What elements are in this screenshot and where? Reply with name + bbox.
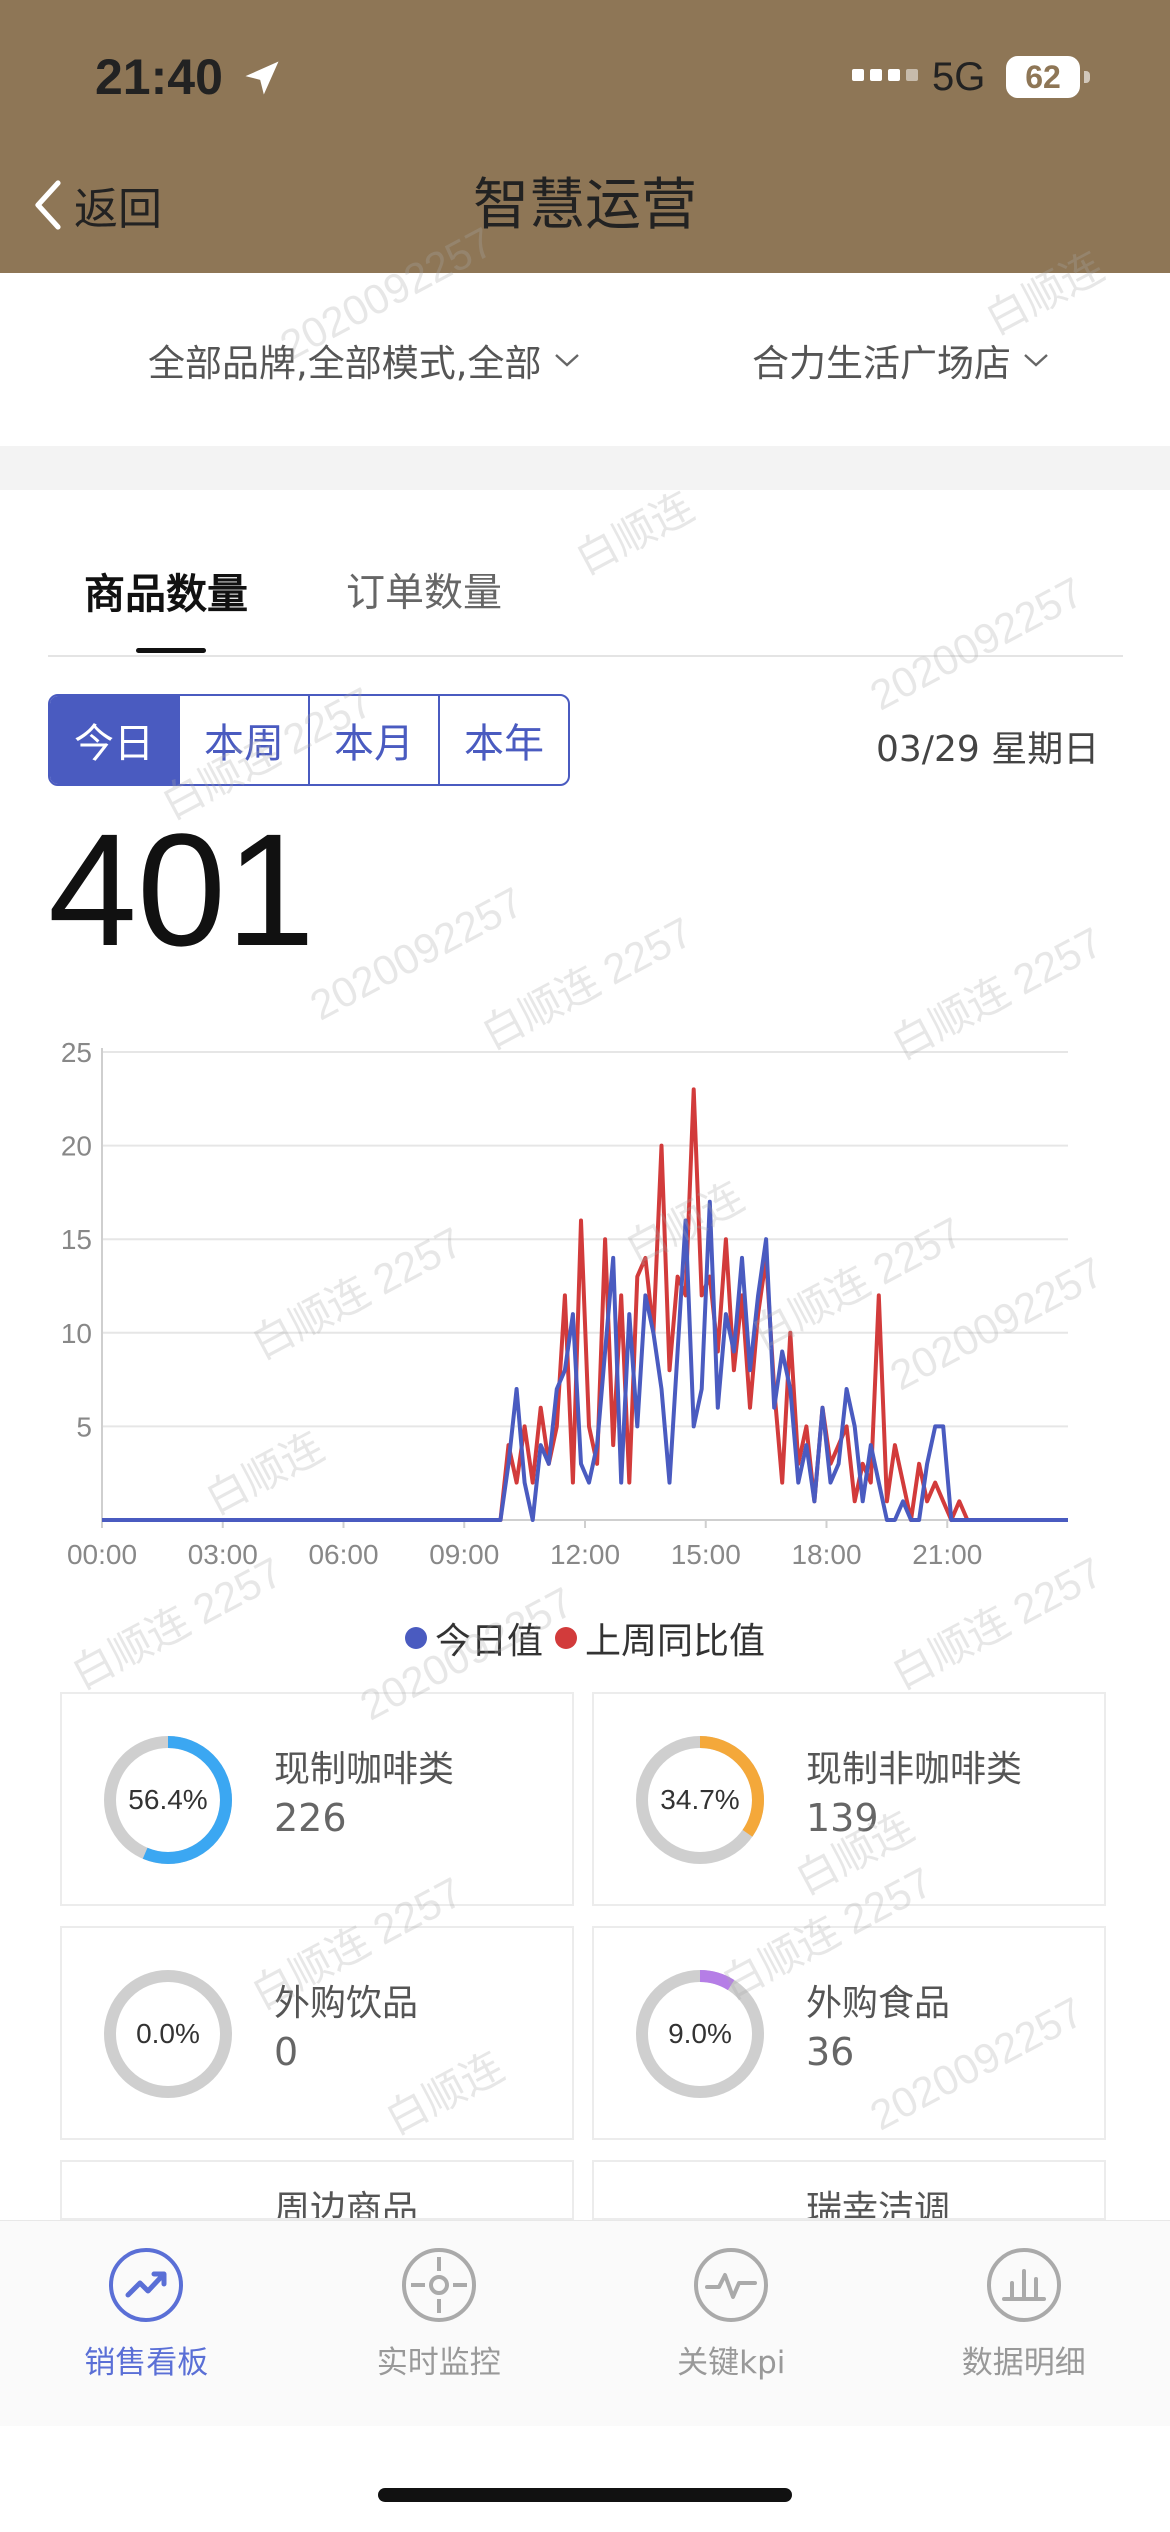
donut-track: [104, 1970, 232, 2098]
category-card[interactable]: 9.0% 外购食品 36: [592, 1926, 1106, 2140]
status-time: 21:40: [95, 49, 223, 105]
legend-dot-today: [404, 1627, 427, 1649]
category-name: 外购饮品: [274, 1983, 419, 2024]
x-tick-label: 12:00: [550, 1539, 620, 1570]
nav-key-kpi[interactable]: 关键kpi: [585, 2221, 878, 2427]
category-value: 226: [274, 1796, 347, 1840]
category-card-partial[interactable]: 瑞幸洁调: [592, 2160, 1106, 2220]
x-tick-label: 15:00: [671, 1539, 741, 1570]
y-tick-label: 5: [76, 1411, 92, 1442]
date-label: 03/29 星期日: [876, 729, 1100, 770]
tab-divider: [48, 655, 1123, 657]
percent-label: 0.0%: [136, 2018, 200, 2049]
signal-icon: [852, 66, 924, 85]
category-name: 现制咖啡类: [274, 1749, 455, 1790]
period-selector: 今日 本周 本月 本年: [48, 694, 570, 786]
brand-mode-filter[interactable]: 全部品牌,全部模式,全部: [148, 333, 582, 387]
donut-ring: [636, 1736, 764, 1864]
watermark: 2020092257: [862, 567, 1091, 720]
app-header: [0, 0, 1170, 273]
watermark: 2020092257: [302, 877, 531, 1030]
x-tick-label: 09:00: [429, 1539, 499, 1570]
trending-chart-icon: [109, 2248, 184, 2322]
back-button[interactable]: 返回: [28, 170, 162, 240]
legend-last-week[interactable]: 上周同比值: [555, 1612, 765, 1664]
legend-today[interactable]: 今日值: [404, 1612, 543, 1664]
chart-legend: 今日值 上周同比值: [0, 1612, 1170, 1664]
active-tab-indicator: [136, 648, 206, 653]
legend-label-today: 今日值: [434, 1621, 543, 1662]
nav-label: 实时监控: [376, 2345, 501, 2381]
donut-arc: [636, 1970, 764, 2098]
x-tick-label: 06:00: [308, 1539, 378, 1570]
period-week[interactable]: 本周: [178, 696, 308, 784]
category-card[interactable]: 34.7% 现制非咖啡类 139: [592, 1692, 1106, 1906]
battery-tip: [1084, 71, 1090, 83]
network-label: 5G: [932, 55, 986, 99]
period-month[interactable]: 本月: [308, 696, 438, 784]
watermark: 白顺连: [567, 482, 702, 584]
filter-bar: 全部品牌,全部模式,全部 合力生活广场店: [0, 273, 1170, 446]
store-filter-label: 合力生活广场店: [752, 342, 1011, 385]
back-label: 返回: [74, 184, 162, 235]
tab-product-quantity[interactable]: 商品数量: [84, 570, 248, 618]
y-tick-label: 15: [61, 1224, 92, 1255]
nav-label: 关键kpi: [677, 2345, 786, 2381]
donut-ring: [104, 1736, 232, 1864]
percent-label: 9.0%: [668, 2018, 732, 2049]
nav-label: 销售看板: [84, 2345, 209, 2381]
period-year[interactable]: 本年: [438, 696, 568, 784]
y-tick-label: 10: [61, 1318, 92, 1349]
category-value: 36: [806, 2030, 855, 2074]
category-card-partial[interactable]: 周边商品: [60, 2160, 574, 2220]
chevron-down-icon: [554, 354, 579, 367]
donut-arc: [636, 1736, 764, 1864]
sales-line-chart: 5 10 15 20 25 00:00 03:00 06:00 09:00 12:00 15:00 1…: [61, 1037, 1068, 1570]
donut-arc: [104, 1736, 232, 1864]
x-tick-label: 21:00: [912, 1539, 982, 1570]
nav-label: 数据明细: [961, 2345, 1086, 2381]
legend-dot-last-week: [555, 1627, 577, 1649]
brand-mode-filter-label: 全部品牌,全部模式,全部: [148, 342, 542, 385]
target-icon: [401, 2248, 476, 2322]
x-tick-label: 00:00: [67, 1539, 137, 1570]
donut-ring: [104, 1970, 232, 2098]
pulse-icon: [694, 2248, 769, 2322]
nav-realtime-monitor[interactable]: 实时监控: [293, 2221, 586, 2427]
x-tick-label: 03:00: [188, 1539, 258, 1570]
category-name: 瑞幸洁调: [806, 2189, 951, 2220]
location-arrow-icon: [245, 61, 279, 95]
period-today[interactable]: 今日: [50, 696, 178, 784]
total-quantity: 401: [48, 800, 315, 979]
x-tick-label: 18:00: [791, 1539, 861, 1570]
battery-icon: 62: [1006, 56, 1080, 98]
category-name: 外购食品: [806, 1983, 951, 2024]
series-line: [102, 1199, 1068, 1522]
category-card[interactable]: 56.4% 现制咖啡类 226: [60, 1692, 574, 1906]
bottom-nav: 销售看板 实时监控 关键kpi 数据明细: [0, 2220, 1170, 2427]
nav-sales-board[interactable]: 销售看板: [0, 2221, 293, 2427]
category-name: 周边商品: [274, 2189, 419, 2220]
bottom-safe-area: [0, 2426, 1170, 2532]
store-filter[interactable]: 合力生活广场店: [752, 333, 1051, 387]
category-name: 现制非咖啡类: [806, 1749, 1023, 1790]
percent-label: 34.7%: [660, 1784, 740, 1815]
series-line: [102, 1087, 1068, 1522]
y-tick-label: 20: [61, 1131, 92, 1162]
percent-label: 56.4%: [128, 1784, 208, 1815]
page-title: 智慧运营: [473, 173, 697, 238]
category-value: 0: [274, 2030, 299, 2074]
legend-label-last-week: 上周同比值: [585, 1621, 766, 1662]
y-tick-label: 25: [61, 1037, 92, 1068]
chevron-down-icon: [1024, 354, 1048, 367]
category-value: 139: [806, 1796, 879, 1840]
nav-data-detail[interactable]: 数据明细: [878, 2221, 1170, 2427]
chevron-left-icon: [35, 180, 61, 230]
home-indicator[interactable]: [378, 2488, 792, 2502]
tab-order-quantity[interactable]: 订单数量: [346, 571, 503, 616]
bar-chart-icon: [986, 2248, 1061, 2322]
category-card[interactable]: 0.0% 外购饮品 0: [60, 1926, 574, 2140]
section-divider: [0, 446, 1170, 490]
donut-ring: [636, 1970, 764, 2098]
